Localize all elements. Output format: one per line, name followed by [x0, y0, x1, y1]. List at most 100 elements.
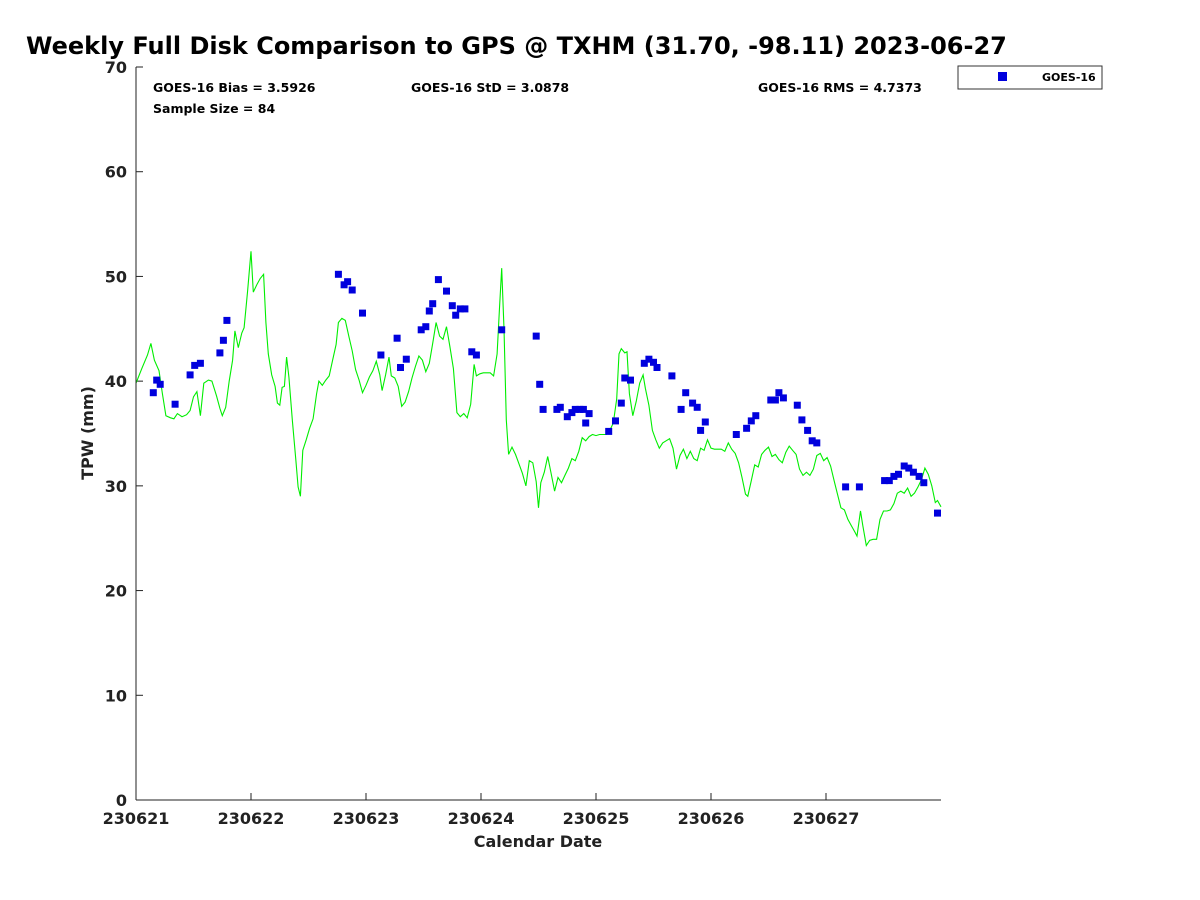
legend: GOES-16	[957, 65, 1103, 90]
goes16-point	[605, 427, 613, 435]
x-tick-label: 230626	[678, 809, 745, 828]
goes16-point	[804, 426, 812, 434]
goes16-point	[650, 358, 657, 366]
goes16-point	[842, 483, 850, 491]
goes16-point	[813, 439, 821, 447]
y-tick-label: 30	[105, 477, 127, 496]
goes16-point	[905, 464, 913, 472]
goes16-point	[571, 405, 579, 413]
goes16-point	[196, 359, 204, 367]
goes16-point	[752, 412, 760, 420]
sample-size-stat: Sample Size = 84	[153, 101, 275, 116]
goes16-point	[732, 431, 740, 438]
legend-label: GOES-16	[1042, 71, 1096, 84]
goes16-point	[468, 348, 476, 356]
std-stat: GOES-16 StD = 3.0878	[411, 80, 569, 95]
y-tick-label: 50	[105, 267, 127, 286]
goes16-point	[881, 477, 889, 485]
goes16-point	[920, 479, 928, 487]
goes16-point	[171, 400, 179, 408]
goes16-point	[422, 323, 430, 331]
goes16-point	[556, 403, 564, 411]
goes16-point	[668, 372, 676, 380]
x-tick-label: 230627	[793, 809, 860, 828]
goes16-point	[452, 311, 460, 319]
goes16-point	[498, 326, 506, 334]
goes16-point	[461, 305, 469, 313]
gps-reference-line	[135, 251, 942, 547]
goes16-point	[621, 374, 629, 382]
goes16-markers	[149, 270, 941, 517]
goes16-point	[456, 305, 464, 313]
goes16-point	[377, 351, 385, 359]
goes16-point	[900, 462, 908, 470]
goes16-point	[895, 470, 902, 478]
goes16-point	[793, 401, 801, 409]
goes16-point	[186, 371, 194, 379]
goes16-point	[779, 394, 787, 402]
goes16-point	[693, 403, 701, 411]
y-tick-label: 70	[105, 58, 127, 77]
goes16-point	[429, 300, 437, 308]
goes16-point	[640, 359, 648, 367]
goes16-point	[579, 405, 587, 413]
goes16-point	[434, 276, 442, 284]
goes16-point	[216, 349, 224, 357]
legend-box	[957, 65, 1103, 90]
x-tick-label: 230623	[333, 809, 400, 828]
axis-ticks	[135, 66, 827, 801]
goes16-point	[397, 364, 404, 371]
goes16-point	[448, 302, 456, 310]
goes16-point	[747, 417, 755, 425]
goes16-point	[697, 426, 705, 434]
chart-title: Weekly Full Disk Comparison to GPS @ TXH…	[26, 32, 1007, 60]
goes16-point	[743, 424, 751, 432]
y-tick-label: 20	[105, 582, 127, 601]
goes16-point	[808, 437, 816, 445]
goes16-point	[612, 417, 619, 425]
x-tick-label: 230622	[218, 809, 285, 828]
goes16-point	[617, 399, 625, 407]
goes16-point	[653, 364, 661, 371]
goes16-point	[627, 376, 634, 384]
goes16-point	[934, 509, 941, 517]
x-tick-label: 230621	[103, 809, 170, 828]
goes16-point	[677, 405, 685, 413]
goes16-point	[885, 477, 893, 485]
goes16-point	[701, 418, 709, 426]
goes16-point	[689, 399, 697, 407]
rms-stat: GOES-16 RMS = 4.7373	[758, 80, 922, 95]
goes16-point	[532, 332, 540, 340]
goes16-point	[149, 389, 157, 397]
goes16-point	[767, 396, 775, 404]
goes16-point	[645, 355, 653, 363]
goes16-point	[348, 286, 356, 294]
goes16-point	[359, 309, 366, 317]
goes16-point	[191, 361, 199, 369]
goes16-point	[393, 334, 401, 342]
goes16-point	[771, 396, 779, 404]
x-tick-label: 230624	[448, 809, 515, 828]
goes16-point	[219, 336, 227, 344]
y-tick-label: 10	[105, 686, 127, 705]
goes16-point	[156, 380, 164, 388]
goes16-point	[682, 389, 690, 397]
legend-marker	[998, 72, 1007, 81]
goes16-point	[536, 380, 544, 388]
goes16-point	[425, 307, 433, 315]
goes16-point	[402, 355, 410, 363]
goes16-point	[855, 483, 863, 491]
goes16-point	[563, 413, 571, 421]
y-axis-label: TPW (mm)	[78, 386, 97, 480]
goes16-point	[153, 376, 161, 384]
goes16-point	[798, 416, 806, 424]
x-tick-label: 230625	[563, 809, 630, 828]
goes16-point	[334, 270, 342, 278]
goes16-point	[472, 351, 480, 359]
goes16-point	[223, 316, 231, 324]
goes16-point	[582, 419, 590, 427]
tick-labels: 0 10 20 30 40 50 60 70 230621 230622 230623 230624 2…	[103, 58, 860, 828]
y-tick-label: 60	[105, 163, 127, 182]
goes16-point	[775, 389, 783, 397]
